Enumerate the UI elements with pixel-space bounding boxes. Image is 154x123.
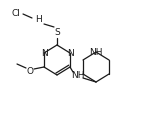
Text: Cl: Cl xyxy=(12,8,20,17)
Text: N: N xyxy=(41,48,47,57)
Text: H: H xyxy=(35,15,42,23)
Text: NH: NH xyxy=(89,47,103,56)
Text: S: S xyxy=(54,28,60,37)
Text: N: N xyxy=(67,48,73,57)
Text: NH: NH xyxy=(71,71,85,80)
Text: O: O xyxy=(26,67,34,76)
